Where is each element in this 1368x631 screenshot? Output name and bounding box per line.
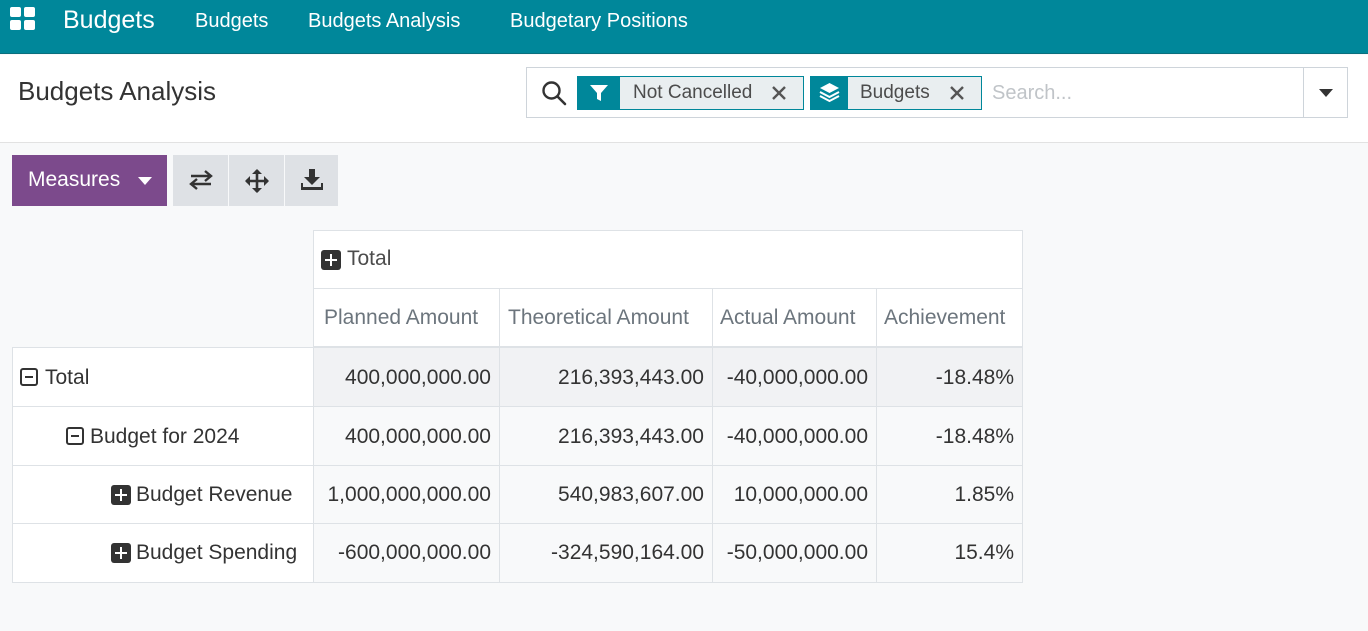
measure-header[interactable]: Actual Amount [712, 288, 877, 347]
move-arrows-icon [245, 169, 269, 193]
pivot-cell[interactable]: 400,000,000.00 [313, 406, 500, 466]
pivot-cell[interactable]: -40,000,000.00 [712, 406, 877, 466]
row-label: Budget Spending [136, 541, 298, 564]
row-label: Budget Revenue [136, 483, 293, 506]
download-button[interactable] [285, 155, 338, 206]
measure-header[interactable]: Planned Amount [313, 288, 500, 347]
cell-value: -18.48% [935, 366, 1014, 389]
control-panel: Budgets Analysis Not Cancelled [0, 55, 1368, 143]
pivot-cell[interactable]: -40,000,000.00 [712, 347, 877, 407]
cell-value: -324,590,164.00 [551, 541, 704, 564]
facet-label: Not Cancelled [633, 82, 753, 103]
expand-icon[interactable] [321, 250, 341, 270]
pivot-cell[interactable]: 216,393,443.00 [499, 406, 713, 466]
expand-icon[interactable] [111, 543, 131, 563]
flip-axis-icon [189, 170, 213, 190]
pivot-row-header[interactable]: Total [12, 347, 314, 407]
measure-label: Planned Amount [324, 306, 479, 329]
layers-icon [811, 77, 848, 109]
cell-value: 540,983,607.00 [558, 483, 704, 506]
facet-label: Budgets [860, 82, 930, 103]
search-input[interactable] [992, 76, 1292, 110]
download-icon [301, 169, 323, 190]
nav-item-budgets-analysis[interactable]: Budgets Analysis [308, 10, 461, 32]
cell-value: 216,393,443.00 [558, 366, 704, 389]
cell-value: 1.85% [954, 483, 1014, 506]
pivot-row-header[interactable]: Budget Revenue [12, 465, 314, 524]
measure-label: Theoretical Amount [508, 306, 689, 329]
app-brand[interactable]: Budgets [63, 6, 155, 34]
column-group-label: Total [347, 247, 392, 270]
caret-down-icon [138, 177, 152, 185]
pivot-cell[interactable]: -18.48% [876, 406, 1023, 466]
pivot-cell[interactable]: -324,590,164.00 [499, 523, 713, 583]
cell-value: -40,000,000.00 [726, 425, 868, 448]
pivot-cell[interactable]: 1.85% [876, 465, 1023, 524]
cell-value: -600,000,000.00 [338, 541, 491, 564]
search-options-toggle[interactable] [1303, 68, 1347, 117]
filter-icon [578, 77, 620, 109]
row-label: Budget for 2024 [90, 425, 240, 448]
close-icon[interactable] [769, 83, 789, 103]
pivot-cell[interactable]: 1,000,000,000.00 [313, 465, 500, 524]
measures-label: Measures [28, 168, 121, 191]
measure-label: Achievement [884, 306, 1006, 329]
pivot-cell[interactable]: 540,983,607.00 [499, 465, 713, 524]
measure-header[interactable]: Theoretical Amount [499, 288, 713, 347]
cell-value: 400,000,000.00 [345, 425, 491, 448]
pivot-cell[interactable]: -18.48% [876, 347, 1023, 407]
page-title: Budgets Analysis [18, 76, 217, 106]
pivot-cell[interactable]: -600,000,000.00 [313, 523, 500, 583]
top-navbar: Budgets Budgets Budgets Analysis Budgeta… [0, 0, 1368, 54]
nav-item-budgets[interactable]: Budgets [195, 10, 269, 32]
apps-menu-icon[interactable] [10, 7, 36, 31]
cell-value: 400,000,000.00 [345, 366, 491, 389]
pivot-column-group-header[interactable]: Total [313, 230, 1023, 289]
collapse-icon[interactable] [20, 368, 38, 386]
flip-axis-button[interactable] [173, 155, 228, 206]
search-box: Not Cancelled Budgets [526, 67, 1348, 118]
cell-value: 15.4% [954, 541, 1014, 564]
cell-value: 1,000,000,000.00 [327, 483, 492, 506]
search-icon[interactable] [541, 80, 567, 106]
nav-item-budgetary-positions[interactable]: Budgetary Positions [510, 10, 688, 32]
pivot-row-header[interactable]: Budget Spending [12, 523, 314, 583]
close-icon[interactable] [947, 83, 967, 103]
measure-header[interactable]: Achievement [876, 288, 1023, 347]
pivot-cell[interactable]: -50,000,000.00 [712, 523, 877, 583]
pivot-cell[interactable]: 216,393,443.00 [499, 347, 713, 407]
pivot-cell[interactable]: 15.4% [876, 523, 1023, 583]
collapse-icon[interactable] [66, 427, 84, 445]
search-facet-groupby[interactable]: Budgets [810, 76, 982, 110]
cell-value: 216,393,443.00 [558, 425, 704, 448]
cell-value: -18.48% [935, 425, 1014, 448]
cell-value: -40,000,000.00 [726, 366, 868, 389]
caret-down-icon [1319, 89, 1333, 97]
expand-icon[interactable] [111, 485, 131, 505]
search-facet-filter[interactable]: Not Cancelled [577, 76, 804, 110]
measure-label: Actual Amount [720, 306, 856, 329]
cell-value: 10,000,000.00 [733, 483, 868, 506]
cell-value: -50,000,000.00 [726, 541, 868, 564]
pivot-cell[interactable]: 400,000,000.00 [313, 347, 500, 407]
pivot-cell[interactable]: 10,000,000.00 [712, 465, 877, 524]
measures-button[interactable]: Measures [12, 155, 167, 206]
pivot-row-header[interactable]: Budget for 2024 [12, 406, 314, 466]
row-label: Total [45, 366, 90, 389]
expand-all-button[interactable] [229, 155, 284, 206]
